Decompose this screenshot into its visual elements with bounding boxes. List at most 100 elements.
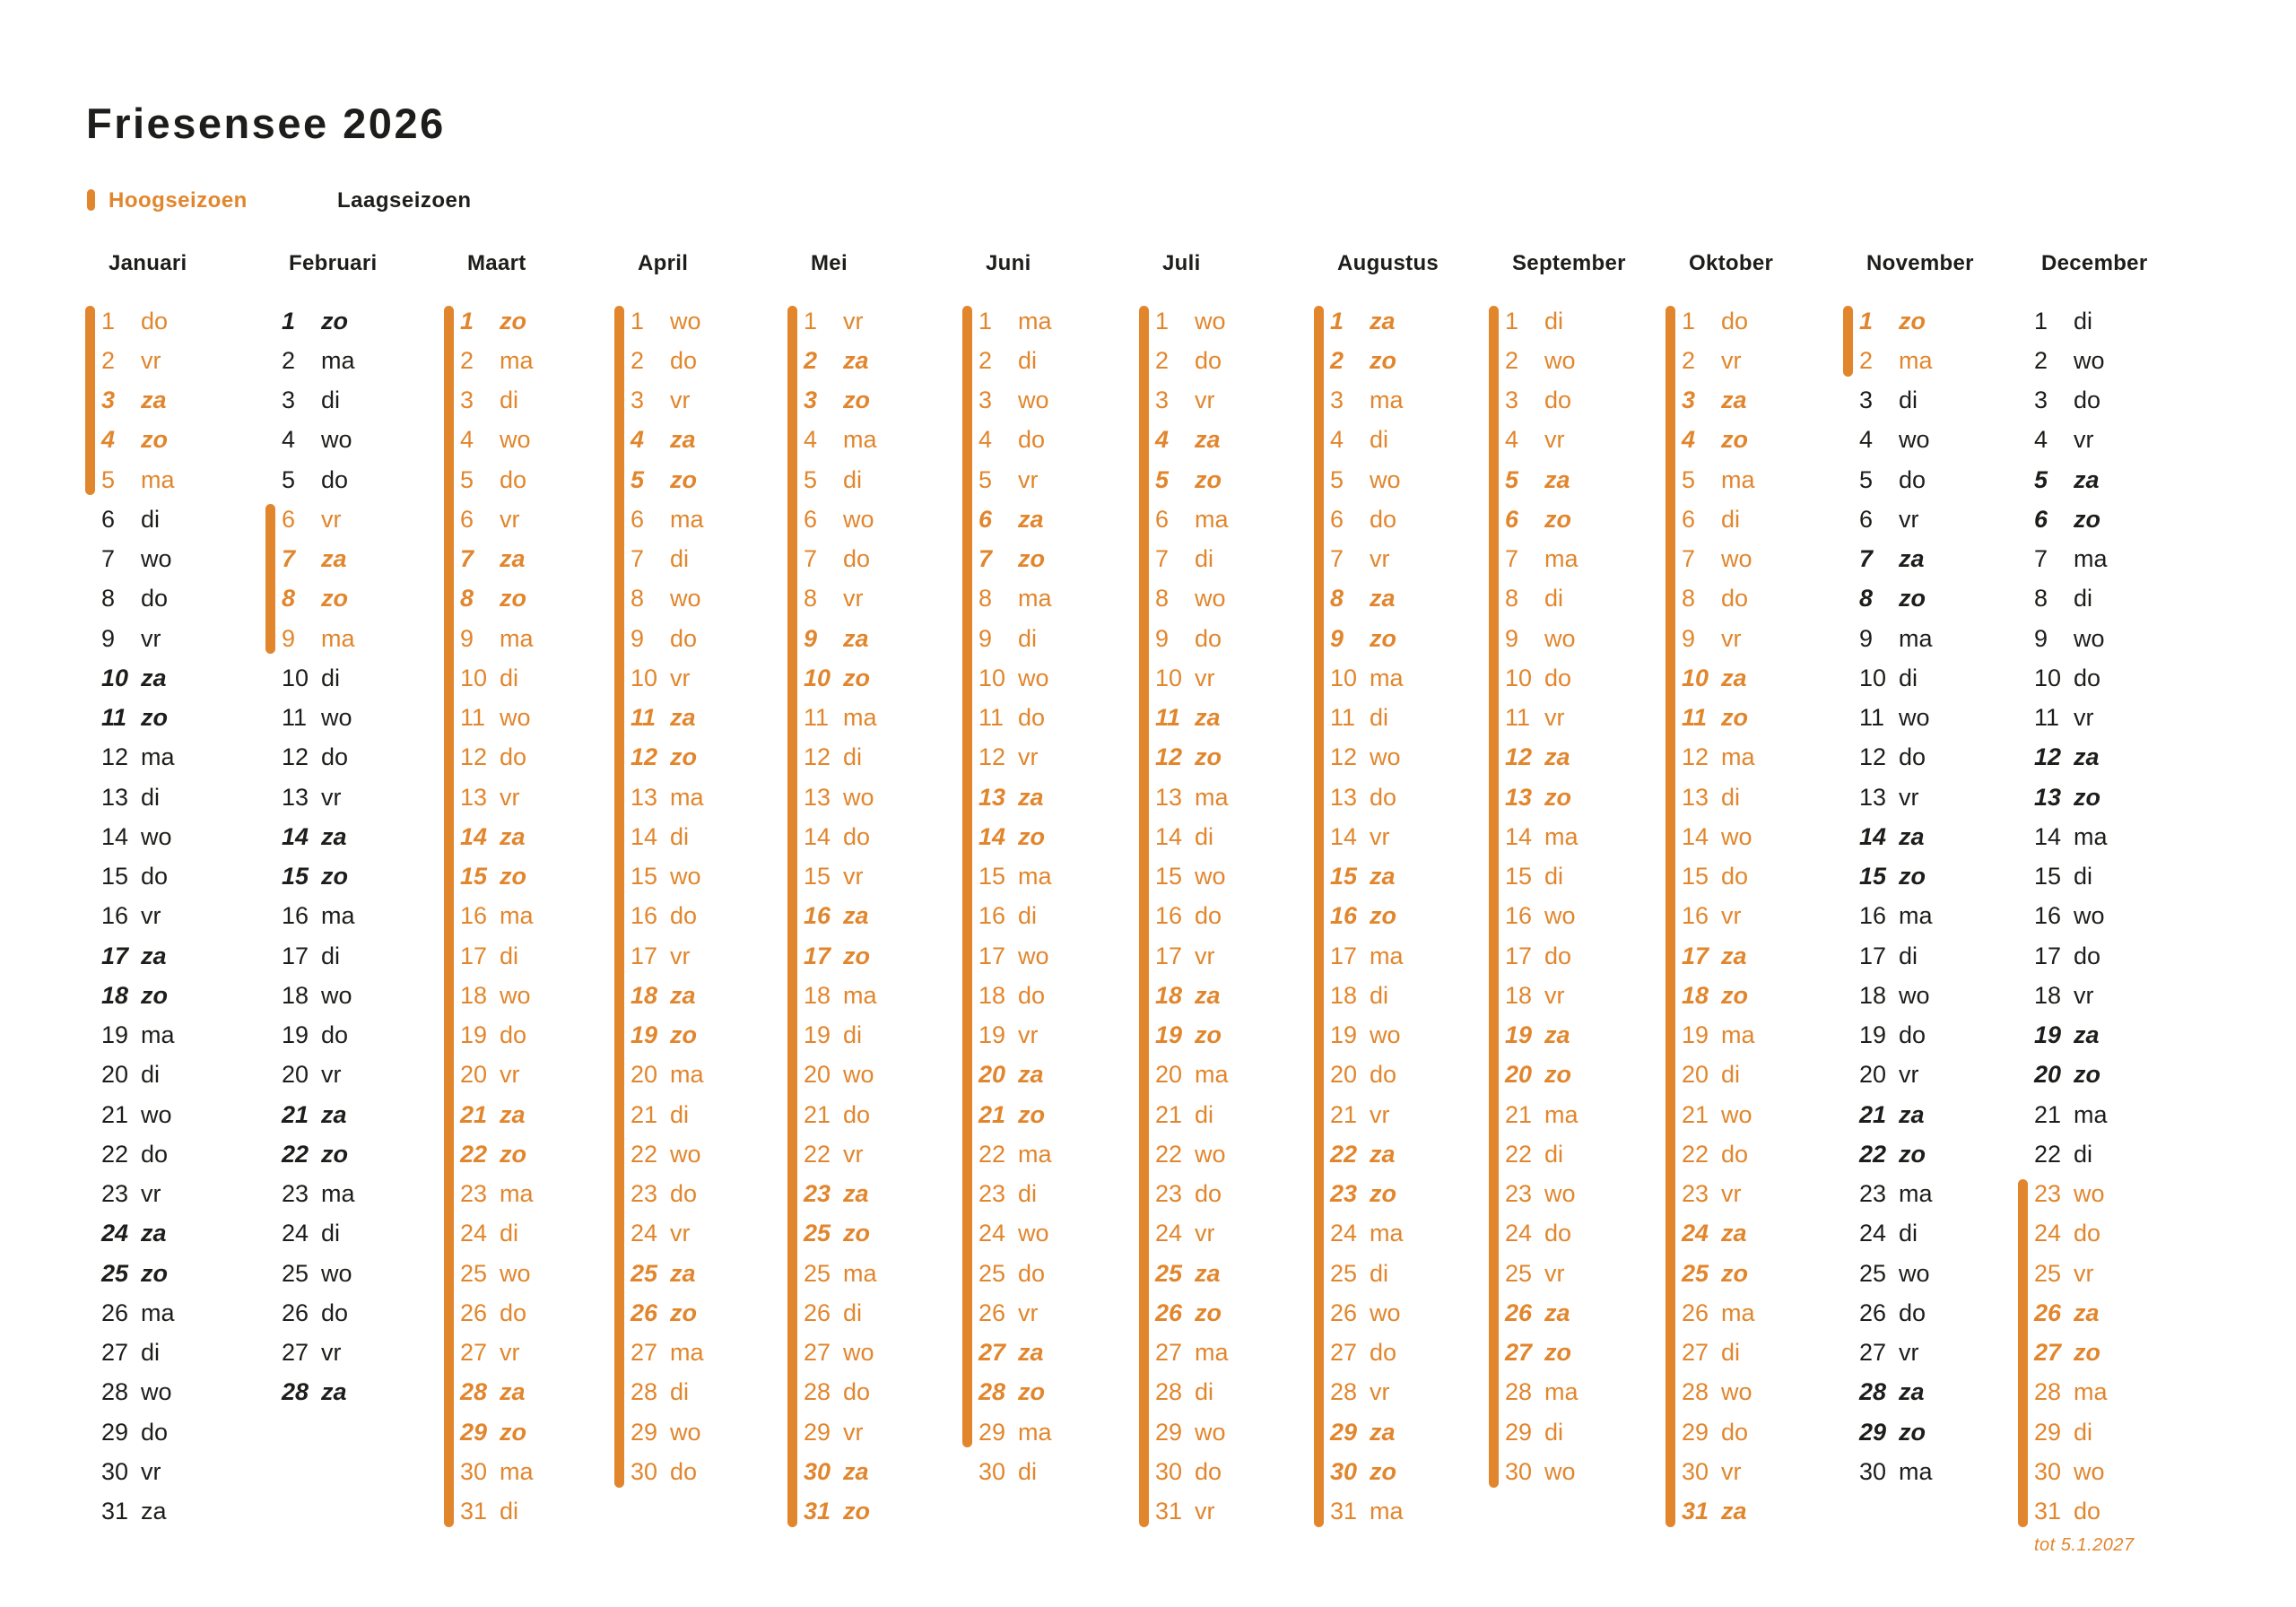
day-row: 11 vr <box>1505 699 1578 738</box>
day-number: 14 <box>1155 822 1183 850</box>
day-number: 18 <box>101 981 129 1009</box>
day-abbr: wo <box>1544 902 1576 930</box>
day-number: 7 <box>631 545 645 573</box>
day-number: 30 <box>2034 1457 2062 1485</box>
day-number: 30 <box>631 1457 658 1485</box>
day-number: 13 <box>1330 783 1358 811</box>
day-row: 17 ma <box>1330 936 1404 976</box>
day-abbr: do <box>141 585 169 612</box>
day-row: 19 do <box>460 1016 534 1055</box>
day-number: 15 <box>1505 863 1533 890</box>
day-row: 1 zo <box>1859 301 1933 341</box>
day-abbr: za <box>1370 1418 1396 1446</box>
day-number: 7 <box>101 545 116 573</box>
day-abbr: do <box>670 346 698 374</box>
day-number: 21 <box>1859 1100 1887 1128</box>
day-row: 5 wo <box>1330 460 1404 499</box>
day-number: 22 <box>282 1140 309 1168</box>
day-number: 19 <box>1682 1021 1709 1049</box>
day-number: 18 <box>2034 981 2062 1009</box>
month-column-juni: Juni 1 ma 2 di 3 wo 4 do 5 vr 6 za 7 zo 8 ma 9 di 10 wo 11 do 1… <box>962 0 1142 1607</box>
day-number: 16 <box>2034 902 2062 930</box>
day-abbr: ma <box>2074 545 2108 573</box>
day-row: 8 zo <box>1859 579 1933 619</box>
day-number: 18 <box>804 981 831 1009</box>
day-abbr: di <box>1018 1180 1038 1208</box>
day-number: 9 <box>282 624 296 652</box>
day-row: 28 do <box>804 1373 877 1412</box>
day-number: 10 <box>804 664 831 691</box>
day-number: 31 <box>2034 1498 2062 1525</box>
day-row: 17 zo <box>804 936 877 976</box>
day-abbr: za <box>670 981 696 1009</box>
day-number: 19 <box>2034 1021 2062 1049</box>
day-abbr: za <box>1195 704 1221 732</box>
day-abbr: vr <box>1018 465 1039 493</box>
day-row: 12 zo <box>1155 738 1229 777</box>
day-abbr: ma <box>670 1061 704 1089</box>
day-row: 10 vr <box>1155 658 1229 698</box>
day-abbr: za <box>670 1259 696 1287</box>
day-abbr: zo <box>843 664 870 691</box>
day-number: 21 <box>282 1100 309 1128</box>
day-number: 29 <box>460 1418 488 1446</box>
day-number: 23 <box>1330 1180 1358 1208</box>
day-number: 30 <box>101 1457 129 1485</box>
day-row: 6 vr <box>1859 499 1933 539</box>
day-number: 13 <box>2034 783 2062 811</box>
day-row: 13 zo <box>2034 777 2108 817</box>
day-row: 13 vr <box>460 777 534 817</box>
day-abbr: di <box>670 822 690 850</box>
day-row: 5 ma <box>101 460 175 499</box>
day-row: 10 do <box>1505 658 1578 698</box>
day-number: 29 <box>804 1418 831 1446</box>
day-row: 18 wo <box>1859 976 1933 1015</box>
day-row: 16 ma <box>282 897 355 936</box>
day-number: 23 <box>1682 1180 1709 1208</box>
day-row: 2 za <box>804 341 877 380</box>
day-number: 22 <box>1682 1140 1709 1168</box>
day-abbr: wo <box>1721 1378 1752 1406</box>
day-number: 5 <box>631 465 645 493</box>
day-number: 19 <box>1505 1021 1533 1049</box>
day-number: 1 <box>1505 307 1519 334</box>
day-abbr: vr <box>1018 743 1039 771</box>
day-row: 19 zo <box>631 1016 704 1055</box>
day-row: 19 zo <box>1155 1016 1229 1055</box>
day-abbr: za <box>1899 1378 1925 1406</box>
day-number: 24 <box>1155 1220 1183 1247</box>
day-row: 27 vr <box>282 1333 355 1373</box>
day-abbr: ma <box>1544 822 1578 850</box>
day-abbr: zo <box>1899 307 1926 334</box>
day-number: 22 <box>804 1140 831 1168</box>
day-number: 20 <box>282 1061 309 1089</box>
day-row: 4 do <box>978 421 1052 460</box>
day-row: 11 wo <box>460 699 534 738</box>
day-abbr: do <box>141 863 169 890</box>
day-row: 30 vr <box>1682 1452 1755 1491</box>
day-row: 11 do <box>978 699 1052 738</box>
day-number: 12 <box>282 743 309 771</box>
day-number: 25 <box>1155 1259 1183 1287</box>
day-number: 30 <box>1155 1457 1183 1485</box>
day-row: 2 wo <box>2034 341 2108 380</box>
day-abbr: ma <box>670 783 704 811</box>
day-abbr: di <box>1370 426 1389 454</box>
day-number: 30 <box>1859 1457 1887 1485</box>
day-number: 16 <box>804 902 831 930</box>
day-number: 27 <box>978 1339 1006 1367</box>
day-row: 20 za <box>978 1055 1052 1095</box>
day-row: 27 zo <box>1505 1333 1578 1373</box>
day-row: 2 vr <box>1682 341 1755 380</box>
day-number: 27 <box>804 1339 831 1367</box>
day-row: 19 di <box>804 1016 877 1055</box>
day-abbr: za <box>1721 387 1747 414</box>
day-abbr: za <box>1195 981 1221 1009</box>
day-number: 31 <box>101 1498 129 1525</box>
day-abbr: wo <box>2074 346 2105 374</box>
day-number: 28 <box>460 1378 488 1406</box>
day-row: 16 za <box>804 897 877 936</box>
day-abbr: wo <box>321 704 352 732</box>
day-number: 3 <box>282 387 296 414</box>
day-abbr: do <box>843 822 871 850</box>
